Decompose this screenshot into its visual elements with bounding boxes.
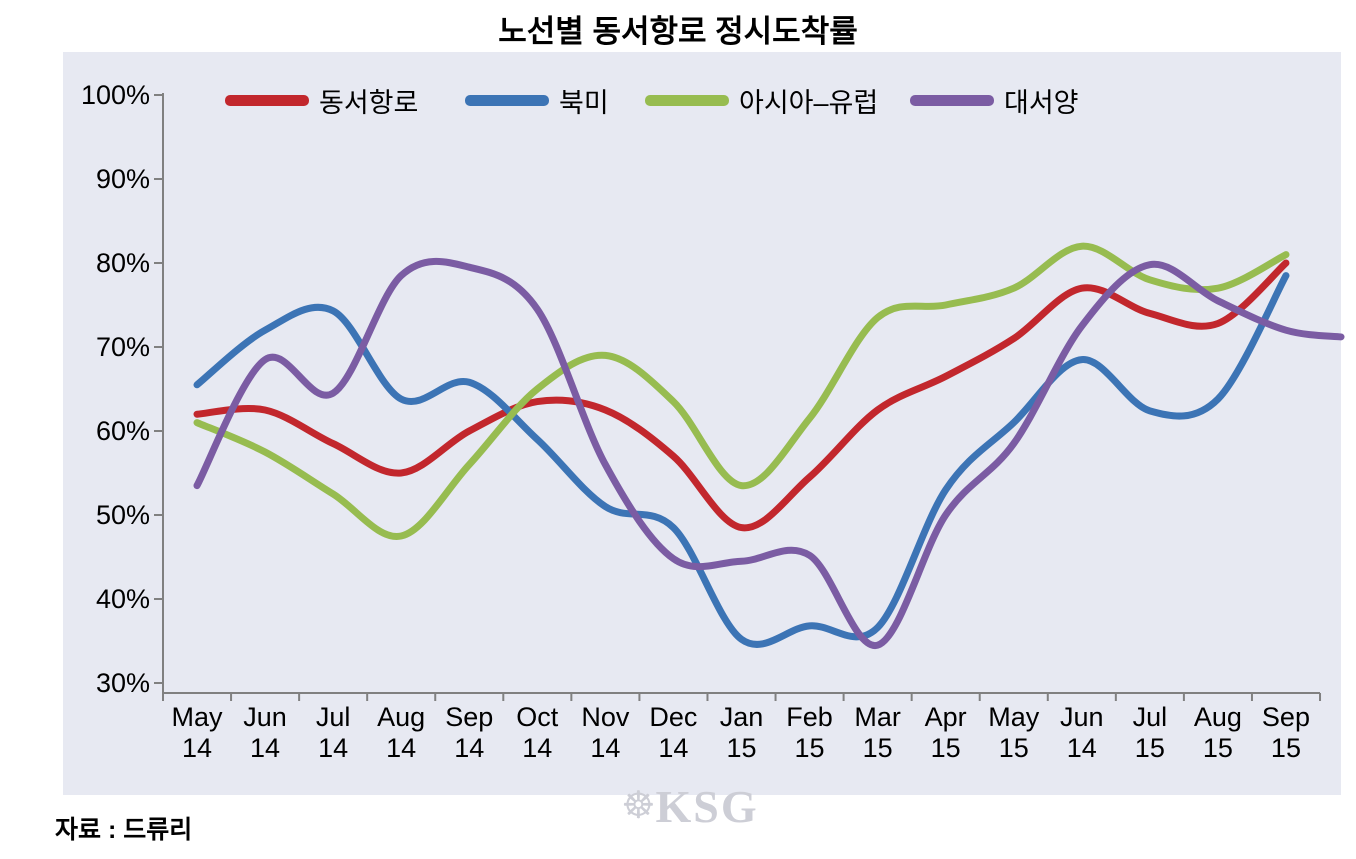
x-axis-label-year: 15 (794, 733, 825, 763)
x-axis-label-year: 14 (250, 733, 281, 763)
x-axis-label-year: 15 (998, 733, 1029, 763)
y-axis-label: 30% (95, 668, 150, 698)
y-axis-label: 40% (95, 584, 150, 614)
series-line-북미 (193, 272, 1290, 648)
legend-label: 대서양 (1004, 87, 1079, 118)
x-axis-label-month: Jul (315, 702, 351, 732)
x-axis-label: Apr 15 (899, 702, 993, 764)
series-line-대서양 (193, 257, 1345, 649)
x-axis-label: Dec 14 (626, 702, 720, 764)
x-axis-label-year: 15 (1270, 733, 1301, 763)
x-axis-label-year: 15 (1202, 733, 1233, 763)
legend-swatch (225, 94, 309, 106)
source-note: 자료 : 드류리 (55, 816, 193, 844)
legend-label: 북미 (559, 87, 609, 118)
x-axis-label: Sep 15 (1239, 702, 1333, 764)
legend-swatch (645, 94, 729, 106)
x-axis-label: Jul 15 (1103, 702, 1197, 764)
x-axis-label-year: 14 (386, 733, 417, 763)
ksg-watermark: ☸KSG (560, 780, 820, 833)
chart-title: 노선별 동서항로 정시도착률 (498, 14, 858, 49)
x-axis-label-month: Apr (924, 702, 967, 732)
x-axis-label: Nov 14 (558, 702, 652, 764)
x-axis-label: May 14 (150, 702, 244, 764)
y-axis-label: 80% (95, 248, 150, 278)
x-axis-label-year: 15 (726, 733, 757, 763)
x-axis-label: Jan 15 (694, 702, 788, 764)
y-axis-label: 90% (95, 164, 150, 194)
x-axis-label: Sep 14 (422, 702, 516, 764)
x-axis-label-year: 14 (590, 733, 621, 763)
x-axis-label-year: 14 (318, 733, 349, 763)
legend-label: 동서항로 (319, 87, 419, 118)
legend-item: 아시아–유럽 (645, 86, 878, 118)
x-axis-label-month: Sep (1261, 702, 1310, 732)
ship-wheel-icon: ☸ (621, 785, 656, 827)
x-axis-label-month: Jan (719, 702, 764, 732)
x-axis-label: Aug 15 (1171, 702, 1265, 764)
y-axis-label: 100% (80, 80, 150, 110)
plot-background (63, 52, 1341, 795)
x-axis-label: Feb 15 (763, 702, 857, 764)
x-axis-label-month: Jun (1059, 702, 1104, 732)
legend-item: 북미 (465, 86, 609, 118)
x-axis-label-year: 14 (658, 733, 689, 763)
y-axis-label: 50% (95, 500, 150, 530)
x-axis-label: May 15 (967, 702, 1061, 764)
x-axis-label-year: 15 (930, 733, 961, 763)
legend-item: 동서항로 (225, 86, 418, 118)
y-axis-label: 60% (95, 416, 150, 446)
x-axis-label-year: 14 (1066, 733, 1097, 763)
x-axis-label-month: May (171, 702, 223, 732)
x-axis-label-month: Jul (1132, 702, 1168, 732)
x-axis-label-month: Jun (243, 702, 287, 732)
x-axis-label-month: May (988, 702, 1040, 732)
x-axis-label-year: 14 (522, 733, 553, 763)
x-axis-label: Jun 14 (1035, 702, 1129, 764)
x-axis-label-month: Nov (581, 702, 630, 732)
x-axis-label-year: 15 (862, 733, 893, 763)
x-axis-label: Jun 14 (218, 702, 312, 764)
x-axis-label-month: Dec (649, 702, 698, 732)
legend-swatch (465, 94, 549, 106)
x-axis-label: Aug 14 (354, 702, 448, 764)
x-axis-label-month: Mar (854, 702, 901, 732)
legend-label: 아시아–유럽 (739, 87, 879, 118)
legend-item: 대서양 (910, 86, 1079, 118)
y-axis-label: 70% (95, 332, 150, 362)
watermark-text: KSG (655, 781, 759, 832)
x-axis-label-year: 15 (1134, 733, 1165, 763)
x-axis-label-month: Aug (1193, 702, 1242, 732)
legend-swatch (910, 94, 994, 106)
series-line-아시아–유럽 (193, 242, 1290, 540)
x-axis-label-month: Aug (377, 702, 426, 732)
x-axis-label-month: Oct (516, 702, 559, 732)
x-axis-label: Jul 14 (286, 702, 380, 764)
x-axis-label: Mar 15 (831, 702, 925, 764)
x-axis-label-month: Feb (786, 702, 833, 732)
series-line-동서항로 (193, 259, 1290, 532)
x-axis-label: Oct 14 (490, 702, 584, 764)
x-axis-label-month: Sep (445, 702, 494, 732)
x-axis-label-year: 14 (454, 733, 485, 763)
x-axis-label-year: 14 (181, 733, 213, 763)
